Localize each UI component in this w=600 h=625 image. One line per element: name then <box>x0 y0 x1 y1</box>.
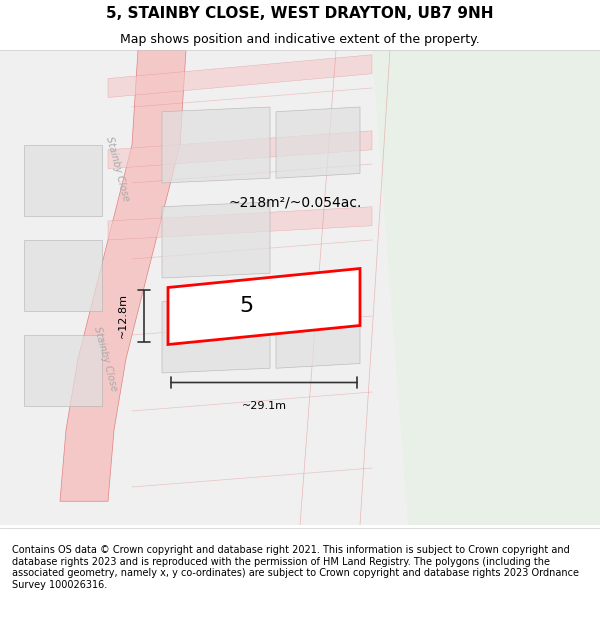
Polygon shape <box>108 55 372 98</box>
Polygon shape <box>24 145 102 216</box>
Polygon shape <box>162 297 270 373</box>
Text: 5, STAINBY CLOSE, WEST DRAYTON, UB7 9NH: 5, STAINBY CLOSE, WEST DRAYTON, UB7 9NH <box>106 6 494 21</box>
Polygon shape <box>276 297 360 368</box>
Text: ~218m²/~0.054ac.: ~218m²/~0.054ac. <box>228 195 361 209</box>
Polygon shape <box>24 240 102 311</box>
Polygon shape <box>24 335 102 406</box>
Polygon shape <box>108 207 372 240</box>
Polygon shape <box>276 107 360 178</box>
Polygon shape <box>162 107 270 183</box>
Polygon shape <box>168 269 360 344</box>
Text: Stainby Close: Stainby Close <box>92 325 118 392</box>
Polygon shape <box>60 50 186 501</box>
Polygon shape <box>162 202 270 278</box>
Text: Map shows position and indicative extent of the property.: Map shows position and indicative extent… <box>120 32 480 46</box>
Polygon shape <box>372 50 600 525</box>
Polygon shape <box>108 131 372 169</box>
Text: Stainby Close: Stainby Close <box>104 135 130 202</box>
Text: ~12.8m: ~12.8m <box>118 294 128 339</box>
Text: Contains OS data © Crown copyright and database right 2021. This information is : Contains OS data © Crown copyright and d… <box>12 545 579 590</box>
Text: ~29.1m: ~29.1m <box>241 401 287 411</box>
Text: 5: 5 <box>239 296 253 316</box>
